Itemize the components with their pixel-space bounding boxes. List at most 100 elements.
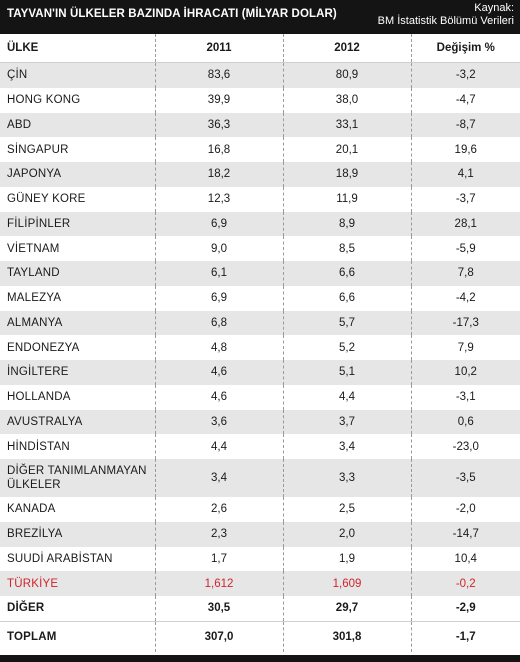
value-2012-cell: 8,5 (283, 236, 412, 261)
value-2011-cell: 9,0 (155, 236, 284, 261)
value-2011-cell: 307,0 (155, 620, 284, 652)
value-2011-cell: 12,3 (155, 186, 284, 212)
country-cell: JAPONYA (0, 162, 156, 187)
change-cell: 7,8 (411, 261, 520, 286)
country-cell: DİĞER (0, 596, 156, 622)
table-row: HOLLANDA 4,6 4,4 -3,1 (0, 384, 520, 410)
value-2011-cell: 4,8 (155, 335, 284, 360)
value-2011-cell: 36,3 (155, 112, 284, 138)
source-label: Kaynak: (474, 2, 514, 14)
value-2012-cell: 5,7 (283, 310, 412, 336)
bottom-bar (0, 655, 520, 662)
table-row: DİĞER 30,5 29,7 -2,9 (0, 596, 520, 622)
table-row: HİNDİSTAN 4,4 3,4 -23,0 (0, 434, 520, 459)
change-cell: -3,2 (411, 62, 520, 88)
value-2012-cell: 1,609 (283, 571, 412, 596)
value-2012-cell: 18,9 (283, 162, 412, 187)
change-cell: 10,2 (411, 360, 520, 385)
country-cell: ÇİN (0, 62, 156, 88)
value-2012-cell: 6,6 (283, 261, 412, 286)
table-row: TÜRKİYE 1,612 1,609 -0,2 (0, 571, 520, 596)
change-cell: -17,3 (411, 310, 520, 336)
country-cell: VİETNAM (0, 236, 156, 261)
change-cell: 19,6 (411, 137, 520, 162)
table-row: İNGİLTERE 4,6 5,1 10,2 (0, 360, 520, 385)
change-cell: -4,7 (411, 87, 520, 113)
table-row: DİĞER TANIMLANMAYAN ÜLKELER 3,4 3,3 -3,5 (0, 459, 520, 497)
table-row: ENDONEZYA 4,8 5,2 7,9 (0, 335, 520, 360)
table-row: BREZİLYA 2,3 2,0 -14,7 (0, 521, 520, 547)
change-cell: -23,0 (411, 434, 520, 459)
value-2012-cell: 33,1 (283, 112, 412, 138)
change-cell: -8,7 (411, 112, 520, 138)
table-row: TOPLAM 307,0 301,8 -1,7 (0, 620, 520, 652)
country-cell: ALMANYA (0, 310, 156, 336)
value-2011-cell: 2,3 (155, 521, 284, 547)
value-2012-cell: 3,7 (283, 409, 412, 435)
value-2011-cell: 6,1 (155, 261, 284, 286)
country-cell: TOPLAM (0, 620, 156, 652)
value-2011-cell: 39,9 (155, 87, 284, 113)
change-cell: -3,1 (411, 384, 520, 410)
change-cell: -5,9 (411, 236, 520, 261)
table-row: SİNGAPUR 16,8 20,1 19,6 (0, 137, 520, 162)
value-2012-cell: 11,9 (283, 186, 412, 212)
table-row: FİLİPİNLER 6,9 8,9 28,1 (0, 211, 520, 237)
change-cell: 7,9 (411, 335, 520, 360)
column-header-2011: 2011 (155, 34, 284, 63)
table-row: ABD 36,3 33,1 -8,7 (0, 112, 520, 138)
table-row: GÜNEY KORE 12,3 11,9 -3,7 (0, 186, 520, 212)
country-cell: SUUDİ ARABİSTAN (0, 546, 156, 572)
value-2011-cell: 83,6 (155, 62, 284, 88)
value-2011-cell: 16,8 (155, 137, 284, 162)
figure-title: TAYVAN'IN ÜLKELER BAZINDA İHRACATI (MİLY… (7, 8, 337, 20)
country-cell: AVUSTRALYA (0, 409, 156, 435)
value-2011-cell: 6,8 (155, 310, 284, 336)
country-cell: SİNGAPUR (0, 137, 156, 162)
value-2012-cell: 38,0 (283, 87, 412, 113)
value-2012-cell: 5,2 (283, 335, 412, 360)
country-cell: ENDONEZYA (0, 335, 156, 360)
change-cell: -2,9 (411, 596, 520, 622)
country-cell: KANADA (0, 497, 156, 522)
column-header-country: ÜLKE (0, 34, 156, 63)
change-cell: -1,7 (411, 620, 520, 652)
value-2011-cell: 1,612 (155, 571, 284, 596)
table-row: ALMANYA 6,8 5,7 -17,3 (0, 310, 520, 336)
value-2011-cell: 1,7 (155, 546, 284, 572)
table-row: JAPONYA 18,2 18,9 4,1 (0, 162, 520, 187)
country-cell: TAYLAND (0, 261, 156, 286)
value-2011-cell: 30,5 (155, 596, 284, 622)
value-2011-cell: 3,6 (155, 409, 284, 435)
change-cell: -3,7 (411, 186, 520, 212)
country-cell: TÜRKİYE (0, 571, 156, 596)
value-2011-cell: 18,2 (155, 162, 284, 187)
value-2012-cell: 2,0 (283, 521, 412, 547)
change-cell: 28,1 (411, 211, 520, 237)
table-row: ÇİN 83,6 80,9 -3,2 (0, 62, 520, 88)
change-cell: 4,1 (411, 162, 520, 187)
country-cell: GÜNEY KORE (0, 186, 156, 212)
change-cell: 10,4 (411, 546, 520, 572)
table-row: MALEZYA 6,9 6,6 -4,2 (0, 285, 520, 311)
change-cell: -0,2 (411, 571, 520, 596)
table-row: AVUSTRALYA 3,6 3,7 0,6 (0, 409, 520, 435)
value-2012-cell: 301,8 (283, 620, 412, 652)
value-2012-cell: 29,7 (283, 596, 412, 622)
header-bar: TAYVAN'IN ÜLKELER BAZINDA İHRACATI (MİLY… (0, 0, 520, 34)
value-2012-cell: 3,4 (283, 434, 412, 459)
value-2012-cell: 80,9 (283, 62, 412, 88)
value-2012-cell: 5,1 (283, 360, 412, 385)
column-header-change: Değişim % (411, 34, 520, 63)
value-2011-cell: 4,6 (155, 384, 284, 410)
export-table: ÜLKE 2011 2012 Değişim % ÇİN 83,6 80,9 -3,2… (0, 34, 520, 652)
table-header-row: ÜLKE 2011 2012 Değişim % (0, 34, 520, 63)
source-name: BM İstatistik Bölümü Verileri (377, 15, 514, 27)
country-cell: HOLLANDA (0, 384, 156, 410)
country-cell: DİĞER TANIMLANMAYAN ÜLKELER (0, 459, 156, 497)
change-cell: -3,5 (411, 459, 520, 497)
value-2011-cell: 3,4 (155, 459, 284, 497)
value-2012-cell: 6,6 (283, 285, 412, 311)
table-row: TAYLAND 6,1 6,6 7,8 (0, 261, 520, 286)
